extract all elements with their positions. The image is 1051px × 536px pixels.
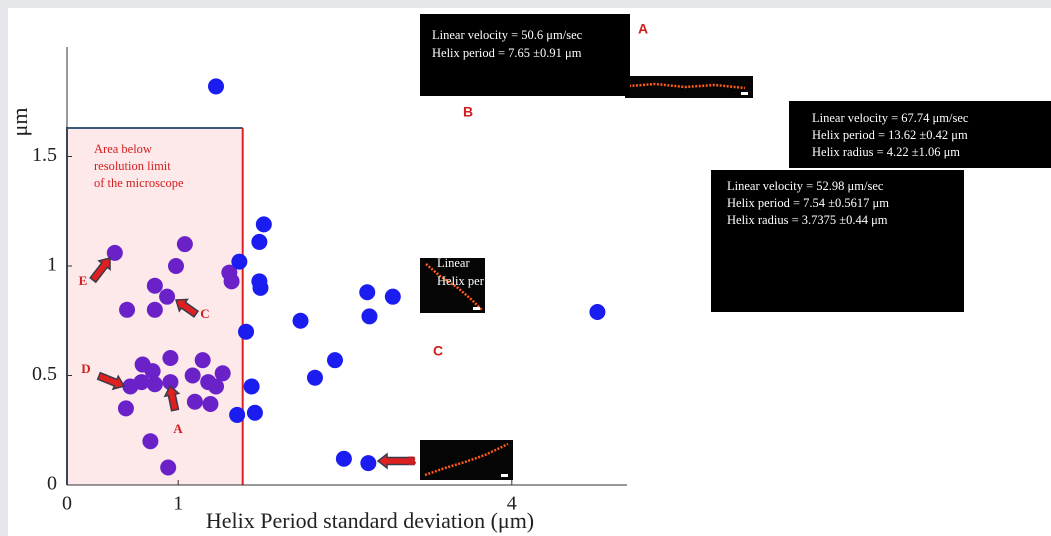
data-point: [162, 350, 178, 366]
x-tick-label: 0: [62, 493, 72, 515]
data-point: [252, 280, 268, 296]
info-line: Helix period = 13.62 ±0.42 μm: [812, 128, 968, 142]
scale-bar: [501, 474, 508, 477]
info-line: Helix radius = 3.7375 ±0.44 μm: [727, 213, 888, 227]
data-point: [229, 407, 245, 423]
region-label: of the microscope: [94, 176, 184, 190]
data-point: [159, 289, 175, 305]
data-point: [359, 284, 375, 300]
region-label: Area below: [94, 142, 152, 156]
info-line: Linear velocity = 52.98 μm/sec: [727, 179, 884, 193]
y-axis-title: μm: [7, 108, 32, 137]
point-label: D: [81, 361, 90, 376]
x-tick-label: 4: [507, 493, 517, 515]
info-line: Linear velocity = 67.74 μm/sec: [812, 111, 969, 125]
data-point: [187, 394, 203, 410]
point-label: B: [408, 453, 417, 468]
data-point: [293, 313, 309, 329]
point-label: A: [173, 421, 183, 436]
scale-bar: [741, 92, 748, 95]
data-point: [307, 370, 323, 386]
data-point: [251, 234, 267, 250]
data-point: [142, 433, 158, 449]
data-point: [177, 236, 193, 252]
data-point: [238, 324, 254, 340]
data-point: [244, 378, 260, 394]
data-point: [134, 374, 150, 390]
page: Helix Period standard deviation (μm) μm …: [0, 0, 1051, 536]
data-point: [147, 376, 163, 392]
x-axis-title: Helix Period standard deviation (μm): [206, 508, 534, 533]
info-line: Helix period = 7.65 ±0.91 μm: [432, 46, 582, 60]
info-line: Helix period = 7.54 ±0.5617 μm: [727, 196, 889, 210]
data-point: [118, 400, 134, 416]
data-point: [224, 273, 240, 289]
data-point: [147, 278, 163, 294]
data-point: [589, 304, 605, 320]
y-tick-label: 1: [47, 254, 57, 276]
x-tick-label: 1: [173, 493, 183, 515]
data-point: [202, 396, 218, 412]
inset-image: [420, 440, 513, 480]
point-label: C: [200, 306, 209, 321]
info-line: Helix radius = 4.22 ±1.06 μm: [812, 145, 960, 159]
data-point: [208, 378, 224, 394]
data-point: [231, 254, 247, 270]
info-line: Linear: [437, 256, 470, 270]
data-point: [185, 368, 201, 384]
info-letter: B: [463, 104, 473, 120]
data-point: [160, 459, 176, 475]
info-line: Helix per: [437, 274, 485, 288]
data-point: [147, 302, 163, 318]
info-letter: A: [638, 21, 648, 37]
data-point: [256, 216, 272, 232]
info-letter: C: [433, 343, 443, 359]
data-point: [360, 455, 376, 471]
data-point: [168, 258, 184, 274]
y-tick-label: 0.5: [32, 363, 57, 385]
data-point: [336, 451, 352, 467]
data-point: [119, 302, 135, 318]
data-point: [361, 308, 377, 324]
region-label: resolution limit: [94, 159, 171, 173]
info-line: Linear velocity = 50.6 μm/sec: [432, 28, 583, 42]
y-tick-label: 1.5: [32, 144, 57, 166]
data-point: [327, 352, 343, 368]
data-point: [195, 352, 211, 368]
data-point: [385, 289, 401, 305]
data-point: [208, 78, 224, 94]
scale-bar: [473, 307, 480, 310]
point-label: E: [79, 273, 88, 288]
data-point: [247, 405, 263, 421]
y-tick-label: 0: [47, 473, 57, 495]
